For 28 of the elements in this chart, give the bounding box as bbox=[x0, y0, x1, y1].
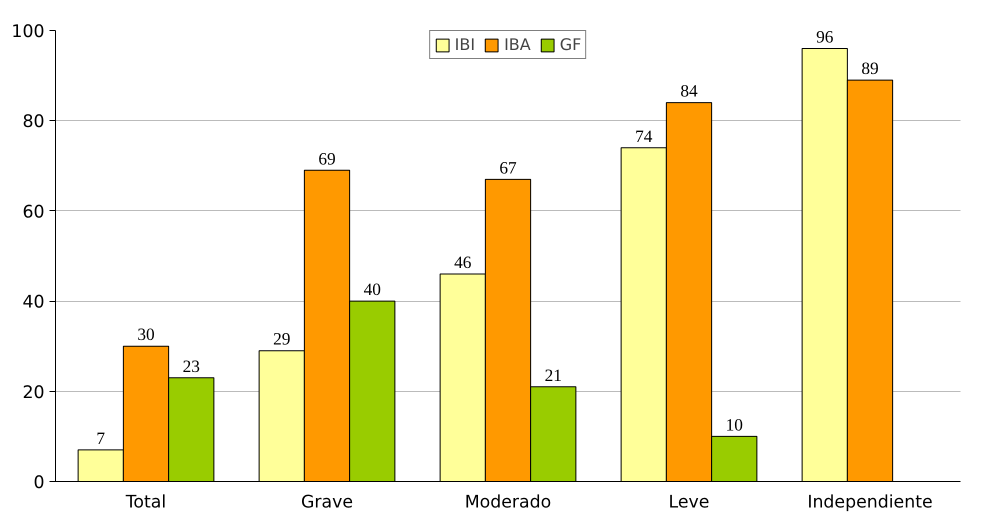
y-tick-label: 0 bbox=[33, 473, 45, 493]
data-label: 46 bbox=[454, 253, 472, 272]
data-label: 96 bbox=[816, 28, 834, 47]
legend-label: IBI bbox=[454, 35, 476, 54]
data-label: 74 bbox=[635, 126, 653, 146]
y-tick-label: 20 bbox=[22, 382, 45, 403]
data-label: 21 bbox=[544, 366, 562, 385]
x-tick-label: Grave bbox=[300, 492, 354, 512]
data-label: 89 bbox=[861, 59, 879, 78]
legend-label: IBA bbox=[504, 35, 531, 54]
legend-label: GF bbox=[560, 35, 582, 54]
x-tick-label: Leve bbox=[668, 492, 710, 512]
data-label: 67 bbox=[499, 158, 517, 178]
data-label: 23 bbox=[182, 356, 200, 376]
y-tick-label: 40 bbox=[22, 292, 45, 313]
x-tick-label: Moderado bbox=[464, 492, 552, 512]
y-tick-label: 60 bbox=[22, 202, 45, 222]
data-label: 29 bbox=[273, 330, 290, 349]
data-label: 69 bbox=[318, 149, 336, 168]
data-label: 10 bbox=[726, 415, 743, 434]
data-label: 40 bbox=[364, 280, 381, 300]
x-tick-label: Total bbox=[124, 492, 166, 512]
x-tick-label: Independiente bbox=[807, 492, 933, 512]
data-label: 84 bbox=[680, 82, 698, 101]
y-tick-label: 100 bbox=[11, 22, 45, 42]
y-tick-label: 80 bbox=[22, 112, 45, 132]
data-label: 30 bbox=[137, 325, 155, 344]
data-label: 7 bbox=[96, 428, 106, 448]
